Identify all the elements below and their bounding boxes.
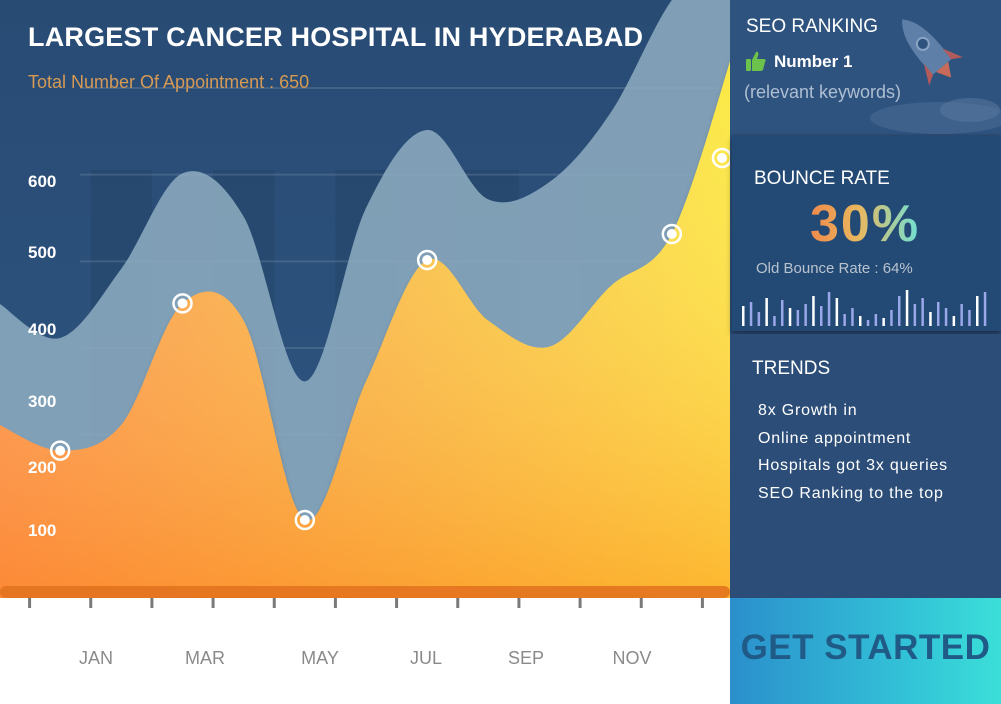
decor-bar (796, 310, 800, 326)
trend-item: 8x Growth in (758, 402, 858, 419)
data-point-marker (294, 509, 316, 531)
decor-bar (788, 308, 792, 326)
x-tick-label: JAN (78, 648, 113, 668)
trend-item: Hospitals got 3x queries (758, 457, 948, 474)
bounce-rate-value: 30% (810, 195, 921, 253)
x-tick-label: SEP (507, 648, 545, 668)
decor-bar (773, 316, 776, 326)
chart-area: LARGEST CANCER HOSPITAL IN HYDERABAD Tot… (0, 0, 730, 704)
decor-bar (898, 296, 901, 326)
decor-bar (929, 312, 932, 326)
trend-item: SEO Ranking to the top (758, 485, 944, 502)
decor-bar (827, 292, 831, 326)
rocket-icon (870, 19, 1001, 134)
decor-bar (749, 302, 753, 326)
seo-ranking-label: SEO RANKING (746, 16, 878, 37)
old-bounce-rate: Old Bounce Rate : 64% (756, 260, 913, 277)
get-started-button[interactable]: GET STARTED (730, 598, 1001, 704)
decor-bar (913, 304, 917, 326)
chart-svg (0, 0, 730, 704)
decor-bar (944, 308, 948, 326)
decor-bar (781, 300, 784, 326)
baseline-bar (0, 586, 730, 598)
data-point-marker (49, 440, 71, 461)
y-tick-label: 200 (28, 458, 57, 477)
decor-bar (937, 302, 940, 326)
seo-note: (relevant keywords) (744, 82, 902, 102)
thumbs-up-icon (746, 51, 766, 71)
chart-title: LARGEST CANCER HOSPITAL IN HYDERABAD (28, 22, 644, 52)
sidebar: SEO RANKING Number 1 (relevant keywords)… (730, 0, 1001, 704)
decor-bar (843, 314, 846, 326)
data-point-marker (711, 147, 730, 169)
front-area-shading (0, 61, 730, 598)
decor-bar (835, 298, 839, 326)
data-point-marker (661, 223, 683, 245)
decor-bar (952, 316, 956, 326)
decor-bar (742, 306, 745, 326)
decor-bar (851, 308, 854, 326)
x-tick-label: JUL (409, 648, 442, 668)
x-tick-label: MAY (301, 648, 339, 668)
x-tick-marks (28, 598, 704, 608)
decor-bar (882, 318, 885, 326)
x-tick-label: NOV (612, 648, 652, 668)
trends-label: TRENDS (752, 358, 831, 379)
bounce-rate-panel: BOUNCE RATE 30% Old Bounce Rate : 64% (732, 136, 1001, 331)
decor-bar (983, 292, 987, 326)
bounce-bars-decoration (742, 290, 987, 326)
decor-bar (890, 310, 893, 326)
decor-bar (812, 296, 815, 326)
decor-bar (905, 290, 909, 326)
decor-bar (960, 304, 963, 326)
decor-bar (874, 314, 878, 326)
x-axis-strip (0, 598, 730, 704)
chart-subtitle: Total Number Of Appointment : 650 (28, 72, 310, 92)
y-tick-label: 400 (28, 320, 57, 339)
decor-bar (765, 298, 768, 326)
seo-ranking-panel: SEO RANKING Number 1 (relevant keywords) (730, 0, 1001, 134)
y-tick-label: 300 (28, 392, 57, 411)
decor-bar (968, 310, 971, 326)
decor-bar (757, 312, 761, 326)
decor-bar (859, 316, 862, 326)
y-tick-label: 500 (28, 243, 57, 262)
get-started-label: GET STARTED (740, 628, 991, 667)
trends-panel: TRENDS 8x Growth in Online appointment H… (730, 334, 1001, 598)
data-point-marker (416, 249, 438, 271)
data-point-marker (172, 293, 193, 314)
seo-rank-value: Number 1 (774, 52, 853, 71)
data-markers (49, 147, 730, 531)
decor-bar (921, 298, 924, 326)
decor-bar (820, 306, 823, 326)
trend-item: Online appointment (758, 430, 912, 447)
x-tick-label: MAR (185, 648, 225, 668)
decor-bar (976, 296, 979, 326)
decor-bar (804, 304, 807, 326)
decor-bar (866, 320, 870, 326)
y-tick-label: 600 (28, 172, 57, 191)
y-tick-label: 100 (28, 521, 57, 540)
bounce-rate-label: BOUNCE RATE (754, 168, 890, 189)
